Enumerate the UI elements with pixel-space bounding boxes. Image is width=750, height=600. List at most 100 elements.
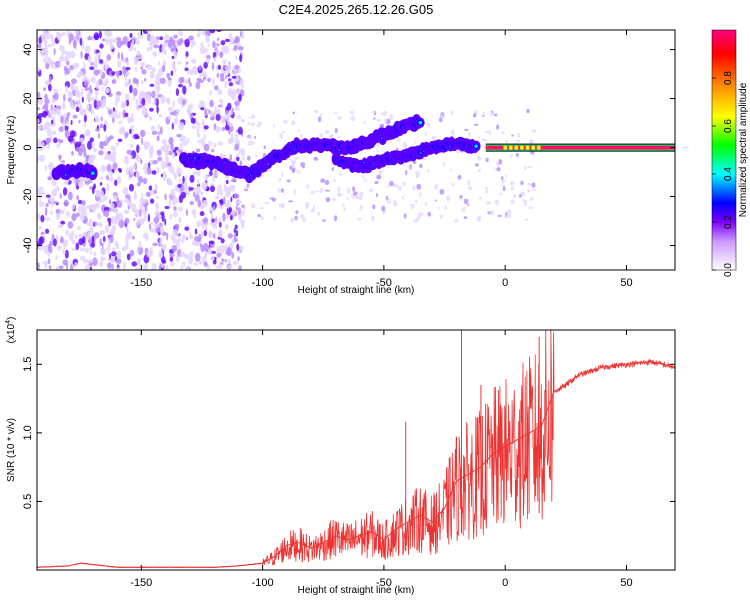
noise-dot — [69, 50, 76, 59]
noise-dot — [222, 212, 226, 222]
noise-dot — [232, 96, 237, 101]
noise-dot — [115, 114, 121, 119]
noise-dot — [372, 204, 376, 210]
noise-dot — [224, 124, 230, 131]
noise-dot — [513, 193, 516, 199]
noise-dot — [220, 67, 224, 72]
noise-dot — [123, 100, 127, 109]
noise-dot — [156, 105, 159, 114]
noise-dot — [468, 132, 471, 137]
noise-dot — [112, 162, 118, 171]
noise-dot — [517, 132, 520, 138]
noise-dot — [357, 217, 362, 221]
noise-dot — [129, 154, 133, 160]
colorbar-tick-label: 0.8 — [723, 71, 734, 85]
noise-dot — [236, 243, 240, 251]
noise-dot — [118, 120, 123, 125]
noise-dot — [240, 148, 245, 157]
noise-dot — [142, 217, 146, 222]
noise-dot — [192, 58, 197, 64]
noise-dot — [502, 186, 506, 192]
noise-dot — [383, 110, 387, 116]
noise-dot — [212, 40, 216, 49]
noise-dot — [498, 159, 503, 165]
noise-dot — [216, 252, 222, 258]
noise-dot — [439, 188, 445, 195]
noise-dot — [474, 109, 478, 114]
noise-dot — [373, 117, 376, 120]
noise-dot — [241, 209, 246, 216]
noise-dot — [52, 39, 56, 47]
noise-dot — [79, 137, 85, 143]
noise-dot — [237, 200, 242, 204]
noise-dot — [427, 169, 430, 173]
noise-dot — [325, 131, 330, 134]
noise-dot — [75, 242, 80, 251]
noise-dot — [106, 246, 111, 251]
noise-dot — [135, 98, 139, 106]
noise-dot — [129, 143, 134, 149]
noise-dot — [237, 115, 242, 120]
noise-dot — [164, 193, 167, 201]
noise-dot — [231, 75, 237, 79]
noise-dot — [76, 73, 82, 78]
noise-dot — [393, 183, 398, 188]
noise-dot — [146, 47, 150, 52]
noise-dot — [160, 95, 166, 102]
noise-dot — [214, 107, 218, 115]
noise-dot — [227, 233, 233, 239]
noise-dot — [180, 265, 184, 270]
noise-dot — [149, 228, 155, 233]
noise-dot — [67, 221, 74, 229]
noise-dot — [200, 107, 205, 111]
noise-dot — [159, 77, 166, 85]
noise-dot — [45, 62, 50, 70]
noise-dot — [79, 212, 85, 222]
noise-dot — [45, 137, 51, 144]
noise-dot — [273, 124, 275, 127]
noise-dot — [523, 166, 528, 170]
noise-dot — [377, 169, 383, 176]
noise-dot — [454, 218, 459, 223]
noise-dot — [510, 186, 514, 191]
noise-dot — [242, 207, 247, 210]
noise-dot — [178, 77, 183, 84]
noise-dot — [170, 143, 174, 151]
noise-dot — [531, 188, 537, 191]
noise-dot — [74, 262, 78, 267]
noise-dot — [166, 72, 171, 79]
noise-dot — [167, 78, 172, 87]
noise-dot — [197, 104, 202, 109]
noise-dot — [202, 76, 206, 81]
noise-dot — [102, 197, 106, 202]
upper-branch-core — [418, 120, 423, 125]
noise-dot — [218, 221, 222, 228]
noise-dot — [185, 61, 189, 65]
noise-dot — [173, 44, 177, 51]
noise-dot — [152, 51, 158, 57]
noise-dot — [239, 30, 242, 38]
noise-dot — [39, 236, 44, 245]
noise-dot — [208, 140, 213, 146]
noise-dot — [376, 174, 382, 180]
noise-dot — [97, 133, 101, 139]
noise-dot — [184, 56, 188, 60]
noise-dot — [62, 259, 69, 266]
noise-dot — [80, 256, 84, 261]
snr-ticks: -150 -100 -50 0 50 0.5 1.0 1.5 — [22, 330, 675, 589]
noise-dot — [332, 197, 336, 202]
noise-dot — [197, 199, 201, 208]
noise-dot — [188, 232, 192, 239]
noise-dot — [410, 206, 415, 209]
noise-dot — [71, 103, 75, 110]
noise-dot — [41, 141, 45, 150]
noise-dot — [83, 80, 89, 87]
noise-dot — [199, 80, 204, 83]
noise-dot — [83, 61, 86, 70]
noise-dot — [45, 228, 50, 234]
noise-dot — [161, 65, 166, 73]
noise-dot — [87, 55, 92, 63]
noise-dot — [291, 162, 295, 169]
noise-dot — [205, 222, 208, 230]
noise-dot — [231, 252, 235, 259]
